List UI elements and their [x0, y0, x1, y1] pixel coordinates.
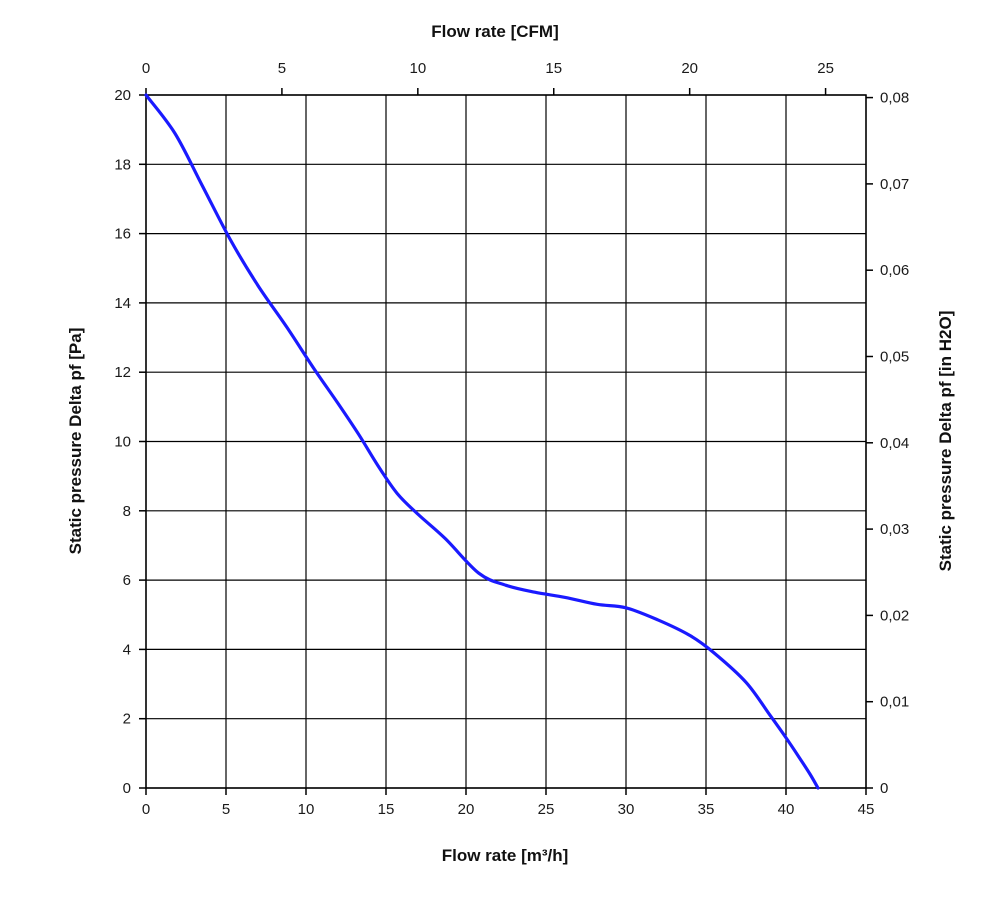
right-tick-label: 0,07	[880, 176, 909, 193]
bottom-tick-label: 10	[298, 801, 315, 818]
right-tick-label: 0,08	[880, 90, 909, 107]
right-tick-label: 0,04	[880, 435, 909, 452]
bottom-tick-label: 30	[618, 801, 635, 818]
top-axis-title: Flow rate [CFM]	[431, 22, 559, 41]
pressure-curve-line	[144, 93, 820, 790]
bottom-tick-label: 15	[378, 801, 395, 818]
bottom-tick-label: 25	[538, 801, 555, 818]
top-tick-label: 20	[681, 60, 698, 77]
bottom-tick-label: 40	[778, 801, 795, 818]
top-tick-label: 0	[142, 60, 150, 77]
left-tick-label: 4	[123, 641, 131, 658]
left-tick-label: 0	[123, 780, 131, 797]
left-tick-label: 6	[123, 572, 131, 589]
right-tick-label: 0,03	[880, 521, 909, 538]
top-tick-label: 10	[409, 60, 426, 77]
bottom-tick-label: 0	[142, 801, 150, 818]
right-axis-title: Static pressure Delta pf [in H2O]	[936, 311, 955, 572]
bottom-tick-label: 20	[458, 801, 475, 818]
left-tick-label: 12	[114, 364, 131, 381]
bottom-tick-label: 45	[858, 801, 875, 818]
right-tick-label: 0,06	[880, 262, 909, 279]
left-tick-label: 10	[114, 434, 131, 451]
right-tick-label: 0,05	[880, 348, 909, 365]
right-tick-label: 0,02	[880, 607, 909, 624]
left-tick-label: 2	[123, 711, 131, 728]
left-tick-label: 8	[123, 503, 131, 520]
left-tick-label: 18	[114, 156, 131, 173]
axes: 0 5 10 15 20 25 30 35 40 45 0 2 4 6 8 10 12 14 16 18 20 0 5 10 1…	[114, 60, 909, 818]
top-tick-label: 5	[278, 60, 286, 77]
right-tick-label: 0,01	[880, 694, 909, 711]
left-tick-label: 16	[114, 226, 131, 243]
left-axis-title: Static pressure Delta pf [Pa]	[66, 328, 85, 555]
bottom-tick-label: 5	[222, 801, 230, 818]
bottom-axis-title: Flow rate [m³/h]	[442, 846, 569, 865]
left-tick-label: 20	[114, 87, 131, 104]
left-tick-label: 14	[114, 295, 131, 312]
plot-frame	[145, 94, 867, 789]
grid	[145, 94, 867, 789]
bottom-tick-label: 35	[698, 801, 715, 818]
top-tick-label: 15	[545, 60, 562, 77]
top-tick-label: 25	[817, 60, 834, 77]
series-layer	[144, 93, 820, 790]
right-tick-label: 0	[880, 780, 888, 797]
